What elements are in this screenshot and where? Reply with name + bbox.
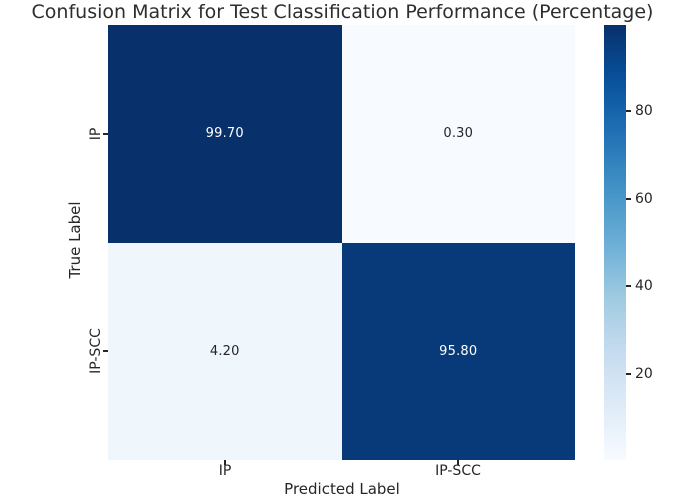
- heatmap: 99.70 0.30 4.20 95.80: [108, 25, 575, 460]
- heatmap-cell-true-ipscc-pred-ip: 4.20: [108, 242, 342, 460]
- x-tick-label-ip: IP: [218, 463, 232, 479]
- heatmap-cell-true-ip-pred-ip: 99.70: [108, 25, 342, 243]
- colorbar-tick-dash: [626, 373, 631, 375]
- colorbar-tick-label: 80: [635, 103, 653, 119]
- y-axis-label: True Label: [66, 201, 84, 279]
- cell-value: 95.80: [439, 343, 478, 359]
- colorbar-tick-dash: [626, 198, 631, 200]
- heatmap-cell-true-ipscc-pred-ipscc: 95.80: [341, 242, 575, 460]
- colorbar-tick-label: 40: [635, 278, 653, 294]
- x-axis-tick: [224, 460, 226, 465]
- colorbar-tick-dash: [626, 285, 631, 287]
- chart-title: Confusion Matrix for Test Classification…: [31, 1, 654, 23]
- cell-value: 0.30: [443, 126, 474, 142]
- colorbar-tick-label: 60: [635, 191, 653, 207]
- heatmap-cell-true-ip-pred-ipscc: 0.30: [341, 25, 575, 243]
- colorbar-tick-20: 20: [626, 366, 653, 382]
- colorbar-tick-label: 20: [635, 366, 653, 382]
- cell-value: 99.70: [205, 126, 244, 142]
- colorbar-tick-dash: [626, 110, 631, 112]
- cell-value: 4.20: [209, 343, 240, 359]
- y-tick-label-ip: IP: [88, 127, 104, 141]
- x-axis-label: Predicted Label: [284, 480, 400, 498]
- y-axis-tick: [103, 133, 108, 135]
- x-axis-tick: [457, 460, 459, 465]
- colorbar-gradient: [604, 25, 626, 460]
- colorbar-tick-60: 60: [626, 191, 653, 207]
- y-axis-tick: [103, 350, 108, 352]
- colorbar-tick-80: 80: [626, 103, 653, 119]
- x-tick-label-ip-scc: IP-SCC: [435, 463, 481, 479]
- y-tick-label-ip-scc: IP-SCC: [88, 328, 104, 374]
- colorbar-tick-40: 40: [626, 278, 653, 294]
